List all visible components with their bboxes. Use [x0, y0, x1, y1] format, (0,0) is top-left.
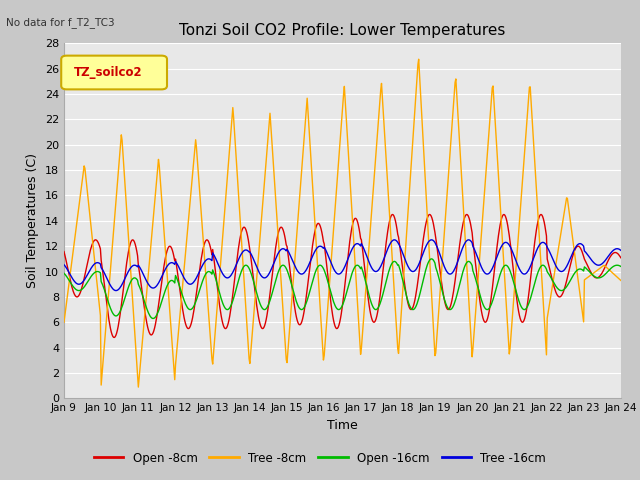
Title: Tonzi Soil CO2 Profile: Lower Temperatures: Tonzi Soil CO2 Profile: Lower Temperatur…: [179, 23, 506, 38]
Text: TZ_soilco2: TZ_soilco2: [74, 66, 143, 79]
Text: No data for f_T2_TC3: No data for f_T2_TC3: [6, 17, 115, 28]
Y-axis label: Soil Temperatures (C): Soil Temperatures (C): [26, 153, 39, 288]
FancyBboxPatch shape: [61, 56, 167, 89]
Legend: Open -8cm, Tree -8cm, Open -16cm, Tree -16cm: Open -8cm, Tree -8cm, Open -16cm, Tree -…: [89, 447, 551, 469]
X-axis label: Time: Time: [327, 419, 358, 432]
